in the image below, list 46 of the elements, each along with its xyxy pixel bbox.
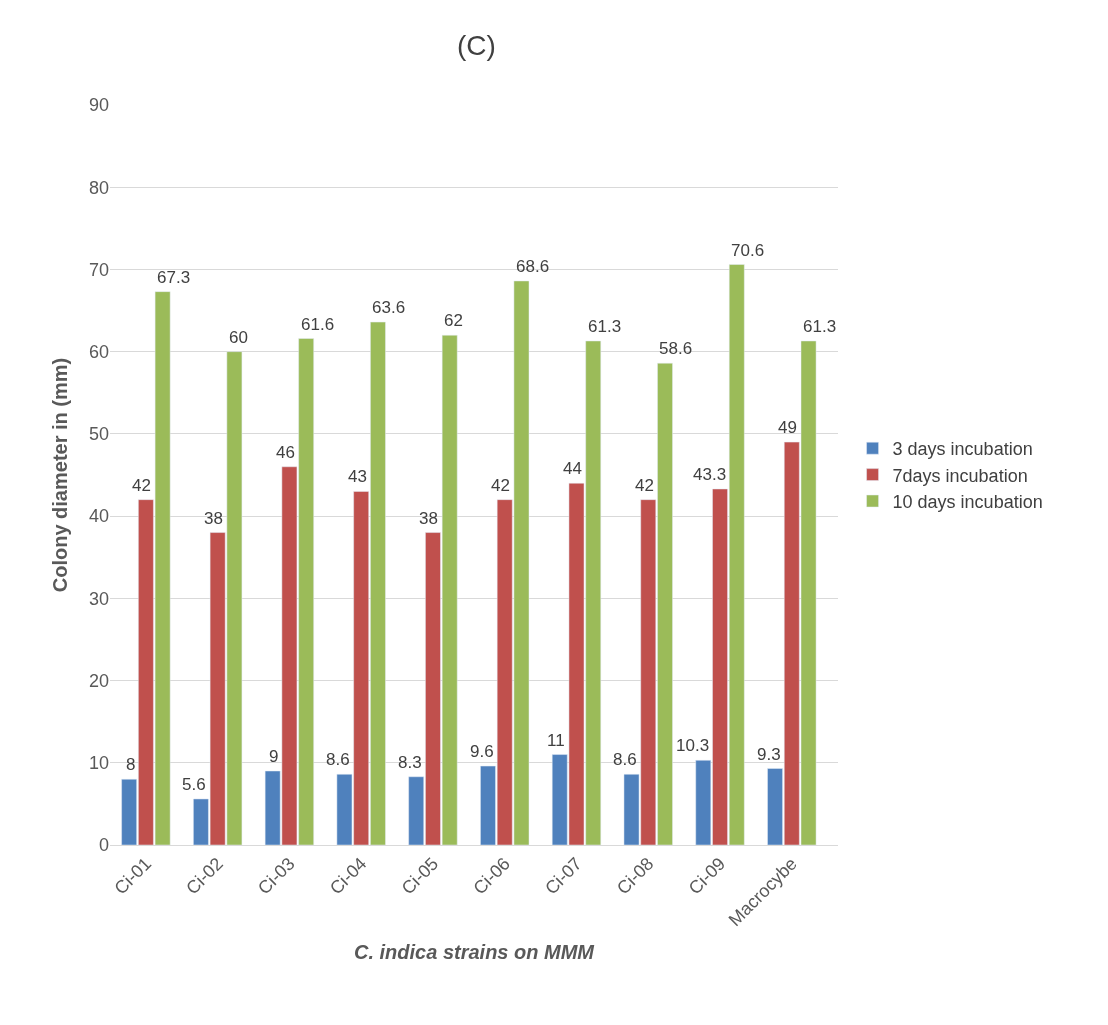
data-label: 11 — [547, 731, 565, 750]
y-tick-label: 40 — [88, 506, 109, 527]
data-label: 63.6 — [372, 298, 406, 317]
data-label: 8.6 — [326, 750, 350, 769]
data-label: 62 — [444, 311, 463, 330]
data-label: 8 — [126, 755, 136, 774]
data-label: 49 — [778, 418, 797, 437]
data-label: 58.6 — [659, 339, 693, 358]
y-tick-label: 50 — [88, 424, 109, 445]
data-label: 60 — [229, 328, 248, 347]
y-tick-label: 30 — [88, 588, 109, 609]
legend-label: 7days incubation — [892, 465, 1028, 486]
data-label: 10.3 — [676, 736, 710, 755]
y-tick-label: 20 — [88, 670, 109, 691]
data-label: 42 — [132, 476, 151, 495]
data-label: 8.3 — [398, 753, 422, 772]
data-label: 9 — [269, 747, 279, 766]
data-label: 42 — [491, 476, 510, 495]
y-tick-label: 0 — [98, 835, 109, 856]
x-axis-title: C. indica strains on MMM — [353, 940, 596, 963]
data-label: 43 — [348, 467, 367, 486]
data-label: 68.6 — [516, 257, 550, 276]
data-label: 38 — [204, 509, 223, 528]
data-label: 42 — [635, 476, 654, 495]
legend-label: 3 days incubation — [892, 439, 1033, 460]
data-label: 5.6 — [182, 775, 206, 794]
data-label: 9.3 — [757, 745, 781, 764]
data-label: 8.6 — [613, 750, 637, 769]
y-tick-label: 60 — [88, 341, 109, 362]
data-label: 9.6 — [470, 742, 494, 761]
data-label: 38 — [419, 509, 438, 528]
data-label: 70.6 — [731, 241, 765, 260]
y-tick-label: 90 — [88, 95, 109, 116]
data-label: 44 — [563, 459, 582, 478]
data-label: 61.3 — [803, 317, 837, 336]
data-label: 67.3 — [157, 268, 191, 287]
y-tick-label: 80 — [88, 177, 109, 198]
data-label: 61.3 — [588, 317, 622, 336]
chart-title: (C) — [457, 30, 496, 62]
data-label: 46 — [276, 443, 295, 462]
data-label: 43.3 — [693, 465, 727, 484]
legend-label: 10 days incubation — [892, 492, 1043, 513]
data-label: 61.6 — [301, 315, 335, 334]
y-tick-label: 70 — [88, 259, 109, 280]
y-axis-title: Colony diameter in (mm) — [49, 357, 72, 593]
y-tick-label: 10 — [88, 753, 109, 774]
